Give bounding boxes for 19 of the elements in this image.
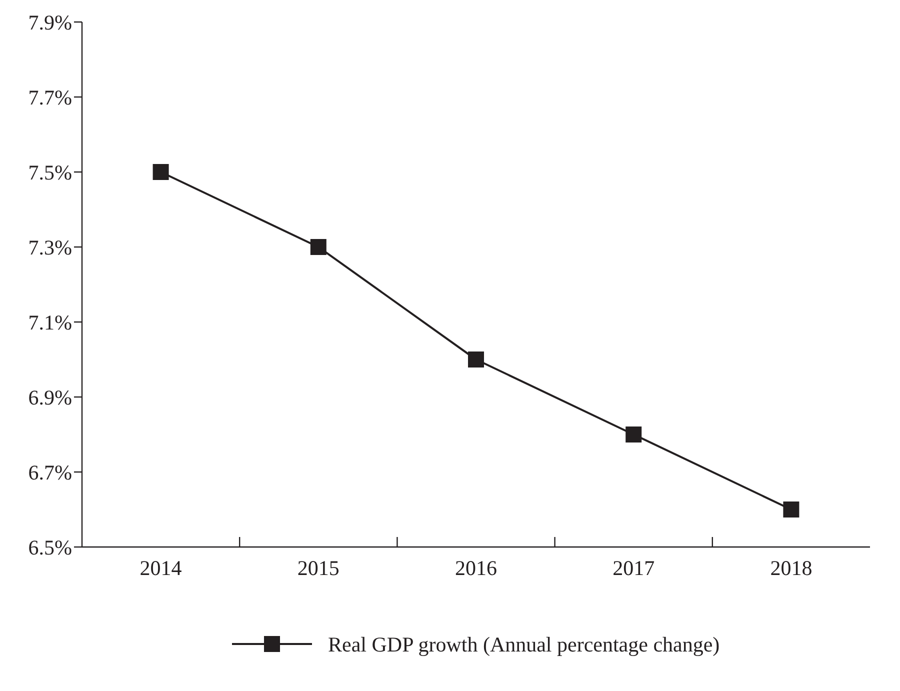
y-tick-label: 7.9% — [28, 10, 72, 34]
x-tick-label: 2014 — [140, 556, 182, 580]
x-tick-label: 2017 — [612, 556, 655, 580]
y-tick-label: 6.5% — [28, 535, 72, 560]
y-tick-label: 7.7% — [28, 85, 72, 110]
y-tick-label: 7.3% — [28, 235, 72, 260]
point — [152, 164, 169, 180]
y-tick-label: 6.7% — [28, 460, 72, 484]
x-tick-label: 2015 — [297, 556, 340, 580]
x-tick-label: 2016 — [455, 556, 497, 580]
y-tick-label: 7.5% — [28, 160, 72, 184]
legend-label: Real GDP growth (Annual percentage change) — [328, 632, 720, 656]
x-tick-label: 2018 — [770, 556, 812, 580]
point — [783, 502, 800, 518]
point — [310, 239, 326, 255]
y-tick-label: 6.9% — [28, 385, 72, 410]
point — [468, 352, 484, 368]
point — [626, 426, 642, 442]
y-tick-label: 7.1% — [28, 310, 72, 334]
